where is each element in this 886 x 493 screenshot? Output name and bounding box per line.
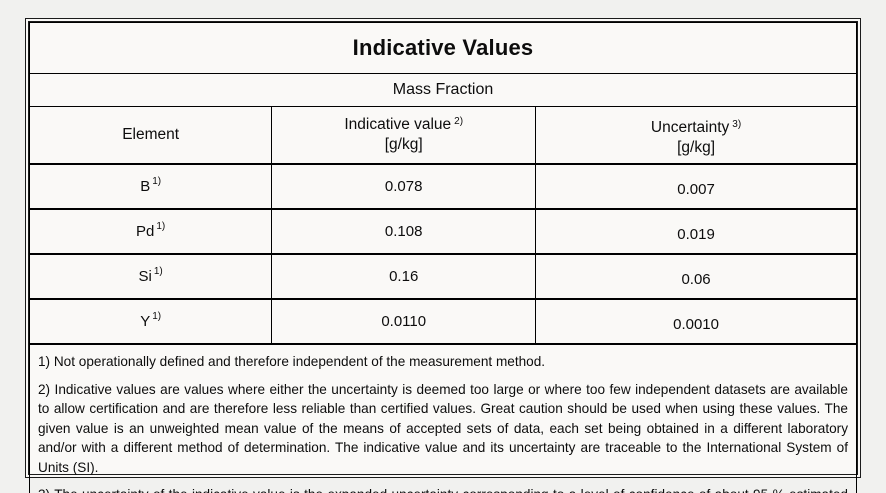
element-symbol: Si (138, 268, 152, 285)
footnote-1: 1) Not operationally defined and therefo… (38, 354, 546, 369)
element-cell: Pd 1) (28, 208, 273, 255)
table-row-b: B 1) 0.078 0.007 (28, 163, 857, 210)
element-footnote-mark: 1) (153, 266, 163, 277)
column-header-row: Element Indicative value 2) [g/kg] Uncert… (28, 106, 857, 165)
uncertainty-label: Uncertainty (650, 119, 730, 136)
indicative-value-cell: 0.0110 (271, 298, 537, 345)
title-row: Indicative Values (29, 22, 857, 74)
indicative-value-cell: 0.078 (271, 163, 537, 210)
footnote-3-text: 3) The uncertainty of the indicative val… (38, 487, 848, 493)
column-header-element: Element (28, 106, 273, 165)
indicative-values-table-frame: Indicative Values Mass Fraction Element … (25, 18, 861, 493)
element-footnote-mark: 1) (152, 176, 162, 187)
table-row-pd: Pd 1) 0.108 0.019 (28, 208, 857, 255)
footnotes-section: 1) Not operationally defined and therefo… (29, 343, 857, 493)
footnote-2: 2) Indicative values are values where ei… (38, 381, 848, 475)
indicative-value-footnote-mark: 2) (454, 116, 464, 127)
uncertainty-cell: 0.007 (535, 163, 857, 210)
column-header-element-label: Element (122, 126, 180, 143)
uncertainty-unit: [g/kg] (677, 139, 716, 156)
footnotes-row: 1) Not operationally defined and therefo… (29, 343, 857, 493)
indicative-value-label: Indicative value (344, 116, 452, 133)
element-cell: Si 1) (28, 253, 273, 300)
uncertainty-cell: 0.06 (535, 253, 857, 300)
element-symbol: Y (140, 313, 151, 330)
indicative-value-unit: [g/kg] (384, 136, 423, 153)
footnote-3: 3) The uncertainty of the indicative val… (38, 485, 848, 493)
element-cell: B 1) (28, 163, 273, 210)
table-subtitle: Mass Fraction (29, 73, 857, 107)
table-row-si: Si 1) 0.16 0.06 (28, 253, 857, 300)
uncertainty-cell: 0.019 (535, 208, 857, 255)
column-header-uncertainty: Uncertainty 3) [g/kg] (535, 106, 857, 165)
uncertainty-cell: 0.0010 (535, 298, 857, 345)
element-footnote-mark: 1) (156, 221, 166, 232)
subtitle-row: Mass Fraction (29, 73, 857, 107)
table-row-y: Y 1) 0.0110 0.0010 (28, 298, 857, 345)
table-title: Indicative Values (29, 22, 857, 74)
element-footnote-mark: 1) (152, 311, 162, 322)
column-header-indicative-value: Indicative value 2) [g/kg] (271, 106, 537, 165)
element-symbol: B (140, 178, 151, 195)
element-symbol: Pd (136, 223, 155, 240)
indicative-value-cell: 0.108 (271, 208, 537, 255)
indicative-value-cell: 0.16 (271, 253, 537, 300)
element-cell: Y 1) (28, 298, 273, 345)
uncertainty-footnote-mark: 3) (732, 119, 742, 130)
indicative-values-table: Indicative Values Mass Fraction Element … (28, 22, 857, 493)
